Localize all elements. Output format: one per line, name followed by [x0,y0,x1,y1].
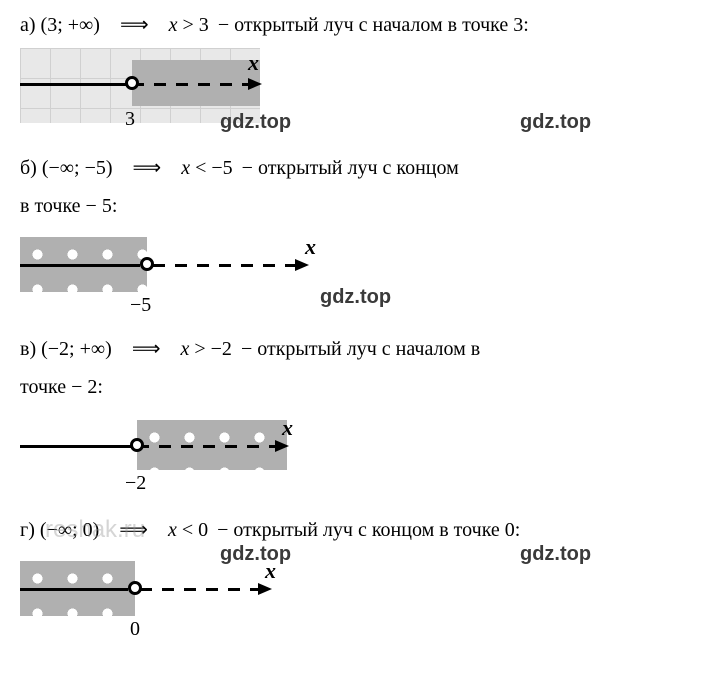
description-c: − открытый луч с началом в [241,338,480,360]
watermark-reshak: reshak.ru [45,512,145,548]
label-c: в) [20,338,36,360]
solid-line-a [20,83,132,86]
implies-a: ⟹ [120,14,149,36]
solid-line-b2 [85,264,140,267]
dashed-line-d [140,588,260,591]
arrow-c [275,440,289,452]
condition-d: x < 0 [168,519,208,541]
interval-a: (3; +∞) [41,14,100,36]
watermark-4: gdz.top [220,543,291,566]
arrow-a [248,78,262,90]
numberline-c: x −2 [20,410,689,500]
arrow-d [258,583,272,595]
interval-c: (−2; +∞) [41,338,112,360]
solid-line-d2 [80,588,128,591]
solid-line-b [20,264,85,267]
numberline-d: gdz.top gdz.top x 0 [20,553,689,643]
axis-label-b: x [305,234,316,260]
interval-b: (−∞; −5) [42,157,113,179]
condition-a: x > 3 [169,14,209,36]
numberline-a: x 3 gdz.top gdz.top [20,48,689,138]
watermark-2: gdz.top [520,111,591,134]
circle-a [125,76,139,90]
label-b: б) [20,157,37,179]
implies-b: ⟹ [133,157,162,179]
label-a: а) [20,14,36,36]
solid-line-c [20,445,137,448]
problem-a: а) (3; +∞) ⟹ x > 3 − открытый луч с нача… [20,10,689,138]
point-label-b: −5 [130,294,151,317]
circle-c [130,438,144,452]
watermark-3: gdz.top [320,286,391,309]
problem-d-text: г) (−∞; 0) ⟹ x < 0 − открытый луч с конц… [20,515,689,545]
dashed-line-b [153,264,298,267]
watermark-5: gdz.top [520,543,591,566]
arrow-b [295,259,309,271]
point-label-c: −2 [125,472,146,495]
problem-d: г) (−∞; 0) ⟹ x < 0 − открытый луч с конц… [20,515,689,643]
problem-c: в) (−2; +∞) ⟹ x > −2 − открытый луч с на… [20,334,689,500]
problem-a-text: а) (3; +∞) ⟹ x > 3 − открытый луч с нача… [20,10,689,40]
implies-c: ⟹ [132,338,161,360]
solid-line-d [20,588,80,591]
description-b2: в точке − 5: [20,191,689,221]
problem-b: б) (−∞; −5) ⟹ x < −5 − открытый луч с ко… [20,153,689,319]
description-c2: точке − 2: [20,372,689,402]
circle-b [140,257,154,271]
axis-label-c: x [282,415,293,441]
label-d: г) [20,519,35,541]
watermark-1: gdz.top [220,111,291,134]
point-label-a: 3 [125,108,135,131]
dashed-line-a [132,83,250,86]
problem-c-text: в) (−2; +∞) ⟹ x > −2 − открытый луч с на… [20,334,689,364]
condition-b: x < −5 [181,157,232,179]
description-d: − открытый луч с концом в точке 0: [217,519,520,541]
numberline-b: x −5 gdz.top [20,229,689,319]
description-a: − открытый луч с началом в точке 3: [218,14,529,36]
circle-d [128,581,142,595]
axis-label-a: x [248,50,259,76]
condition-c: x > −2 [180,338,231,360]
point-label-d: 0 [130,618,140,641]
dashed-line-c [137,445,277,448]
axis-label-d: x [265,558,276,584]
description-b: − открытый луч с концом [242,157,459,179]
problem-b-text: б) (−∞; −5) ⟹ x < −5 − открытый луч с ко… [20,153,689,183]
